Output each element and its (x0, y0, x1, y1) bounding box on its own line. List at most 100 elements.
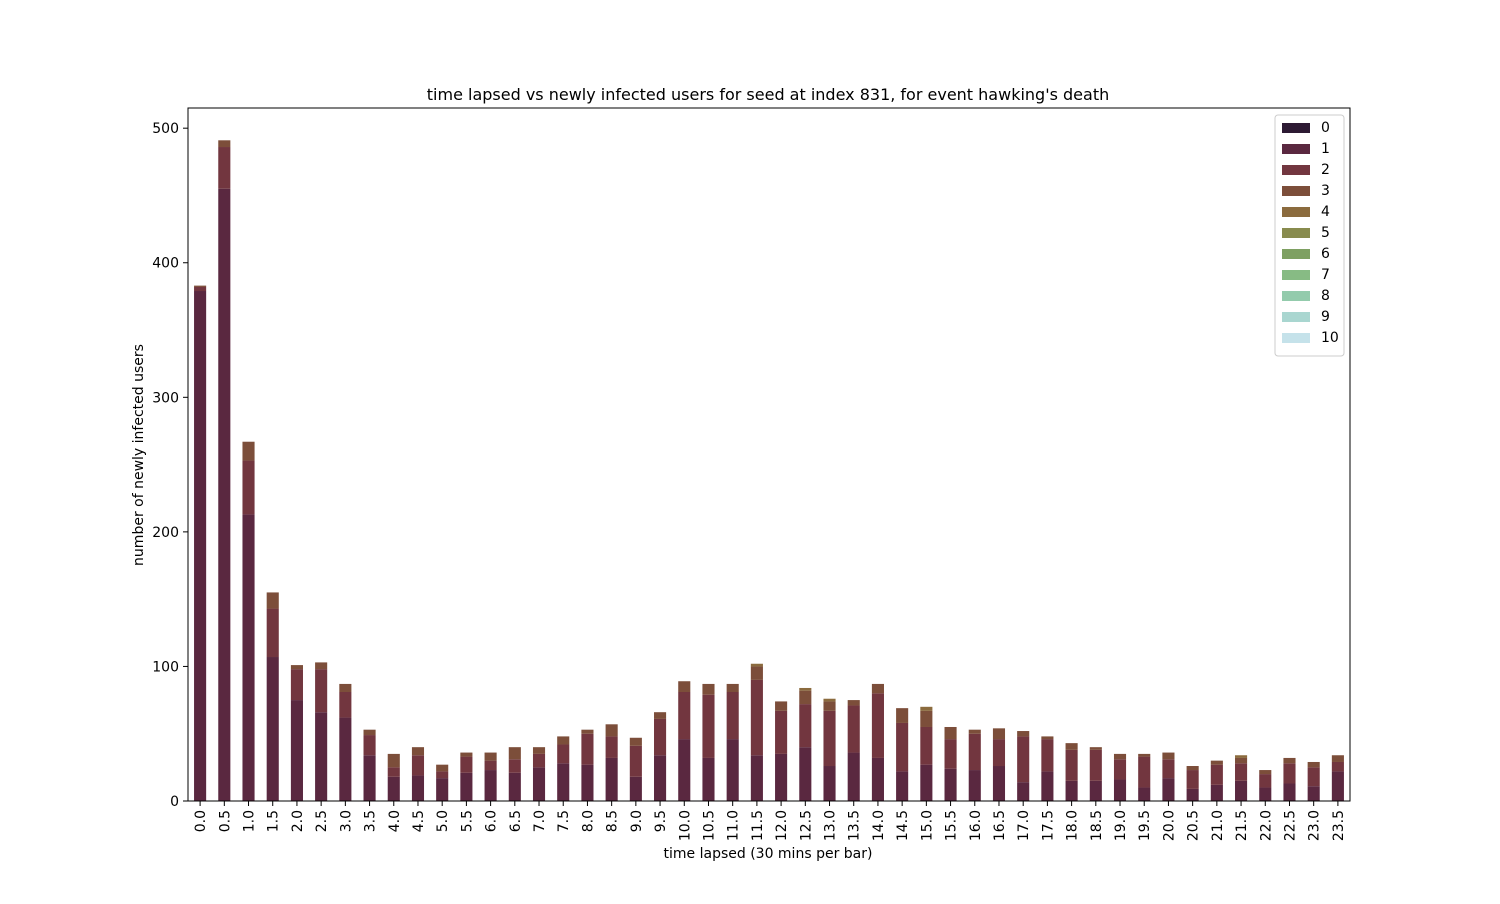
x-tick-label: 23.0 (1307, 810, 1323, 841)
x-tick-label: 16.5 (992, 810, 1008, 841)
x-tick-label: 21.0 (1210, 810, 1226, 841)
bar-segment-11.5-series-4 (750, 663, 763, 667)
bar-segment-14.5-series-3 (896, 708, 909, 723)
bar-segment-4.0-series-2 (387, 767, 400, 777)
legend-swatch-0 (1282, 123, 1310, 133)
bar-segment-5.0-series-2 (436, 771, 449, 779)
bar-segment-15.0-series-3 (920, 710, 933, 727)
x-tick-label: 19.5 (1137, 810, 1153, 841)
bar-segment-2.5-series-3 (315, 662, 328, 670)
bar-segment-10.0-series-2 (678, 692, 691, 740)
bar-segment-3.0-series-1 (339, 717, 352, 801)
bar-segment-17.5-series-2 (1041, 739, 1054, 772)
bar-segment-8.5-series-1 (605, 757, 618, 801)
x-tick-label: 13.0 (823, 810, 839, 841)
legend: 0 1 2 3 4 5 6 7 8 9 10 (1274, 114, 1345, 357)
legend-swatch-1 (1282, 144, 1310, 154)
x-tick-label: 13.5 (847, 810, 863, 841)
bar-segment-10.0-series-3 (678, 681, 691, 693)
bar-segment-18.0-series-2 (1065, 749, 1078, 781)
bar-segment-5.0-series-3 (436, 764, 449, 772)
x-tick-label: 14.0 (871, 810, 887, 841)
bar-segment-18.0-series-3 (1065, 743, 1078, 750)
bar-segment-3.5-series-2 (363, 735, 376, 756)
x-tick-label: 2.5 (314, 810, 330, 832)
legend-label-8: 8 (1321, 288, 1330, 304)
y-tick-label: 200 (152, 525, 179, 541)
legend-swatch-10 (1282, 333, 1310, 343)
chart-title: time lapsed vs newly infected users for … (427, 85, 1109, 104)
legend-label-2: 2 (1321, 162, 1330, 178)
bar-segment-22.5-series-3 (1283, 757, 1296, 764)
bar-segment-4.5-series-2 (411, 755, 425, 776)
x-tick-label: 19.0 (1113, 810, 1129, 841)
bar-segment-10.0-series-1 (678, 739, 691, 801)
x-tick-label: 10.0 (677, 810, 693, 841)
bar-segment-10.5-series-2 (702, 694, 715, 758)
bar-segment-6.0-series-2 (484, 760, 497, 771)
bar-segment-5.0-series-1 (436, 778, 449, 801)
bar-segment-5.5-series-2 (460, 756, 473, 773)
bar-segment-10.5-series-3 (702, 683, 715, 695)
bar-segment-16.5-series-3 (992, 728, 1006, 740)
x-tick-label: 15.5 (944, 810, 960, 841)
x-tick-label: 17.0 (1016, 810, 1032, 841)
bar-segment-11.5-series-3 (750, 666, 763, 680)
bar-segment-19.0-series-2 (1113, 759, 1127, 780)
x-tick-label: 5.0 (435, 810, 451, 832)
bar-segment-21.5-series-2 (1235, 763, 1248, 781)
bar-segment-14.0-series-1 (871, 757, 884, 801)
bar-segment-21.0-series-1 (1210, 784, 1223, 801)
x-tick-label: 14.5 (895, 810, 911, 841)
bar-segment-23.0-series-1 (1307, 786, 1320, 801)
bar-segment-15.5-series-3 (944, 726, 957, 740)
x-tick-label: 12.0 (774, 810, 790, 841)
legend-swatch-2 (1282, 165, 1310, 175)
bar-segment-0.5-series-3 (218, 140, 231, 148)
bar-segment-21.0-series-2 (1210, 764, 1223, 785)
bar-segment-11.5-series-2 (750, 679, 763, 756)
x-tick-label: 20.0 (1161, 810, 1177, 841)
bar-segment-3.5-series-3 (363, 729, 376, 736)
x-tick-label: 4.0 (387, 810, 403, 832)
x-tick-label: 22.0 (1258, 810, 1274, 841)
bar-segment-1.0-series-1 (242, 514, 255, 801)
bar-segment-22.5-series-2 (1283, 763, 1296, 784)
bar-segment-3.0-series-2 (339, 692, 352, 718)
bar-segment-1.0-series-2 (242, 460, 255, 515)
x-tick-label: 3.5 (363, 810, 379, 832)
bar-segment-16.0-series-1 (968, 770, 981, 801)
bar-segment-9.5-series-2 (654, 718, 667, 756)
bar-segment-13.5-series-1 (847, 752, 860, 801)
bar-segment-13.0-series-2 (823, 710, 836, 767)
bar-segment-15.0-series-2 (920, 726, 933, 765)
bar-segment-7.0-series-1 (532, 767, 546, 801)
legend-swatch-7 (1282, 270, 1310, 280)
bar-segment-18.5-series-2 (1089, 749, 1102, 781)
bar-segment-11.0-series-2 (726, 692, 739, 740)
bar-segment-23.5-series-1 (1331, 771, 1344, 801)
bar-segment-6.5-series-1 (508, 772, 521, 801)
bar-segment-22.0-series-1 (1259, 787, 1272, 801)
bar-segment-6.5-series-2 (508, 759, 521, 773)
bar-segment-19.5-series-3 (1138, 753, 1151, 757)
bar-segment-2.0-series-3 (290, 665, 303, 670)
bar-segment-4.5-series-3 (411, 747, 425, 756)
bar-segment-1.5-series-1 (266, 657, 279, 801)
bar-segment-14.5-series-1 (896, 771, 909, 801)
bar-segment-0.0-series-1 (194, 291, 207, 801)
bars (194, 140, 1344, 802)
x-tick-label: 9.0 (629, 810, 645, 832)
bar-segment-18.0-series-1 (1065, 780, 1078, 801)
bar-segment-18.5-series-3 (1089, 747, 1102, 750)
legend-label-7: 7 (1321, 267, 1330, 283)
bar-segment-20.5-series-2 (1186, 770, 1199, 789)
bar-segment-15.5-series-2 (944, 739, 957, 769)
bar-segment-14.0-series-3 (871, 683, 884, 694)
bar-segment-0.5-series-1 (218, 188, 231, 802)
bar-segment-13.0-series-3 (823, 701, 836, 711)
bar-segment-7.0-series-3 (532, 747, 546, 754)
bar-segment-20.0-series-2 (1162, 759, 1175, 779)
